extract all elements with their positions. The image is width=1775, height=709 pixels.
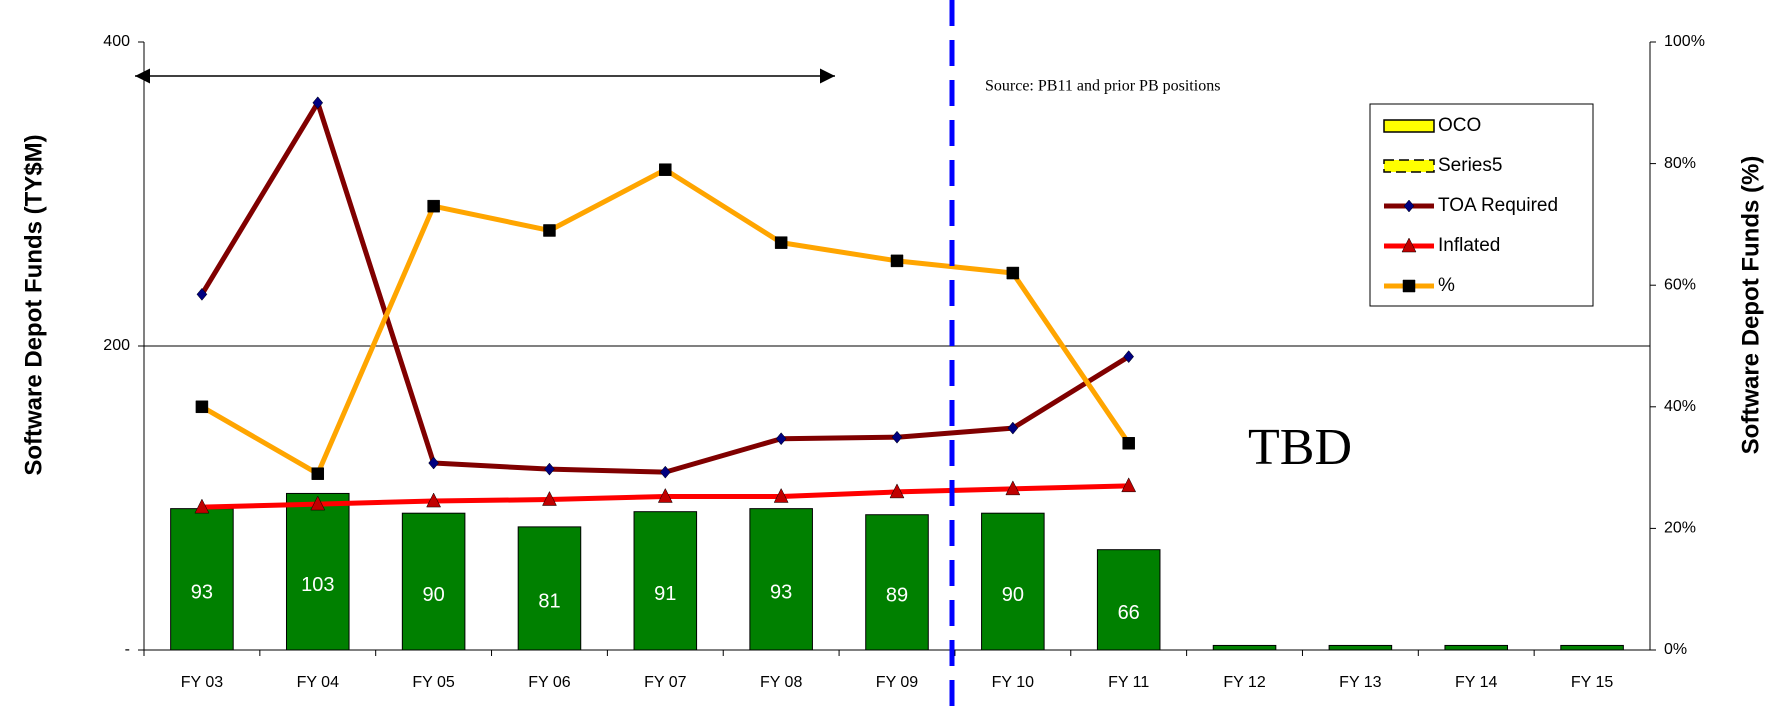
y-axis-title: Software Depot Funds (TY$M)	[20, 134, 47, 475]
bar	[865, 514, 929, 651]
point	[889, 483, 905, 499]
legend-marker	[1403, 199, 1415, 213]
point	[1006, 266, 1020, 280]
bar-value-label: 93	[191, 582, 213, 604]
bar	[633, 511, 698, 651]
legend-label: OCO	[1438, 115, 1481, 136]
bar-value-label: 90	[1002, 584, 1024, 606]
y-tick-label: 200	[103, 337, 130, 354]
y2-axis-title: Software Depot Funds (%)	[1737, 156, 1764, 455]
point	[194, 498, 210, 514]
y2-tick-label: 100%	[1664, 33, 1705, 50]
bar-value-label: 66	[1118, 602, 1140, 624]
point	[1123, 350, 1135, 364]
bar-value-label: 81	[538, 591, 560, 613]
legend-label: Series5	[1438, 155, 1502, 176]
point	[310, 495, 326, 511]
x-tick-label: FY 11	[1108, 674, 1149, 691]
legend: OCO Series5 TOA Required Inflated%	[1369, 103, 1594, 307]
y2-tick-label: 20%	[1664, 520, 1696, 537]
point	[773, 487, 789, 503]
y2-tick-label: 0%	[1664, 641, 1687, 658]
bar	[1328, 644, 1393, 651]
bar	[981, 512, 1045, 651]
bar-value-label: 90	[422, 584, 444, 606]
point	[657, 487, 673, 503]
bar	[170, 508, 234, 651]
y-tick-label: 400	[103, 33, 130, 50]
x-tick-label: FY 14	[1455, 674, 1498, 691]
legend-label: TOA Required	[1438, 195, 1558, 216]
point	[426, 492, 442, 508]
point	[774, 236, 788, 249]
bar	[1096, 549, 1161, 651]
plot-area: - 200 400 0% 20% 40% 60% 80% 100% FY 03 FY 04 FY 05…	[103, 33, 1705, 691]
point	[542, 490, 557, 506]
bar	[285, 492, 350, 651]
y2-tick-label: 60%	[1664, 276, 1696, 293]
point	[543, 224, 556, 237]
bar	[401, 512, 466, 651]
x-tick-label: FY 08	[760, 674, 803, 691]
point	[659, 465, 671, 479]
point	[1121, 477, 1137, 493]
point	[1122, 437, 1135, 450]
bar-value-label: 91	[654, 583, 676, 605]
y2-tick-label: 40%	[1664, 398, 1696, 415]
bar	[1444, 644, 1509, 651]
bar	[1560, 644, 1624, 651]
point	[891, 430, 903, 444]
point	[775, 432, 787, 446]
x-tick-label: FY 15	[1571, 674, 1614, 691]
bar	[517, 526, 582, 651]
point	[428, 456, 439, 470]
point	[1007, 421, 1019, 435]
bar	[1212, 644, 1277, 651]
x-tick-label: FY 12	[1223, 674, 1266, 691]
legend-swatch	[1383, 159, 1435, 173]
point	[427, 199, 440, 213]
point	[544, 462, 555, 476]
legend-label: %	[1438, 275, 1455, 296]
point	[195, 400, 209, 414]
x-tick-label: FY 05	[412, 674, 455, 691]
point	[311, 467, 325, 480]
bar-value-label: 89	[886, 585, 908, 607]
x-tick-label: FY 04	[297, 674, 340, 691]
legend-marker	[1401, 237, 1417, 253]
y-tick-label: -	[125, 641, 130, 658]
x-tick-label: FY 03	[181, 674, 224, 691]
tbd-annotation: TBD	[1248, 419, 1352, 476]
point	[1005, 480, 1021, 496]
y2-tick-label: 80%	[1664, 155, 1696, 172]
point	[196, 287, 208, 301]
legend-swatch	[1383, 119, 1435, 133]
x-tick-label: FY 06	[528, 674, 571, 691]
bar-value-label: 93	[770, 582, 792, 604]
bar	[749, 508, 813, 651]
legend-marker	[1402, 279, 1416, 293]
x-tick-label: FY 07	[644, 674, 687, 691]
source-annotation: Source: PB11 and prior PB positions	[985, 78, 1220, 95]
point	[312, 96, 324, 110]
x-tick-label: FY 09	[876, 674, 919, 691]
legend-label: Inflated	[1438, 235, 1500, 256]
bar-value-label: 103	[301, 574, 334, 596]
x-tick-label: FY 10	[992, 674, 1035, 691]
point	[890, 254, 904, 268]
x-tick-label: FY 13	[1339, 674, 1382, 691]
point	[659, 163, 672, 176]
